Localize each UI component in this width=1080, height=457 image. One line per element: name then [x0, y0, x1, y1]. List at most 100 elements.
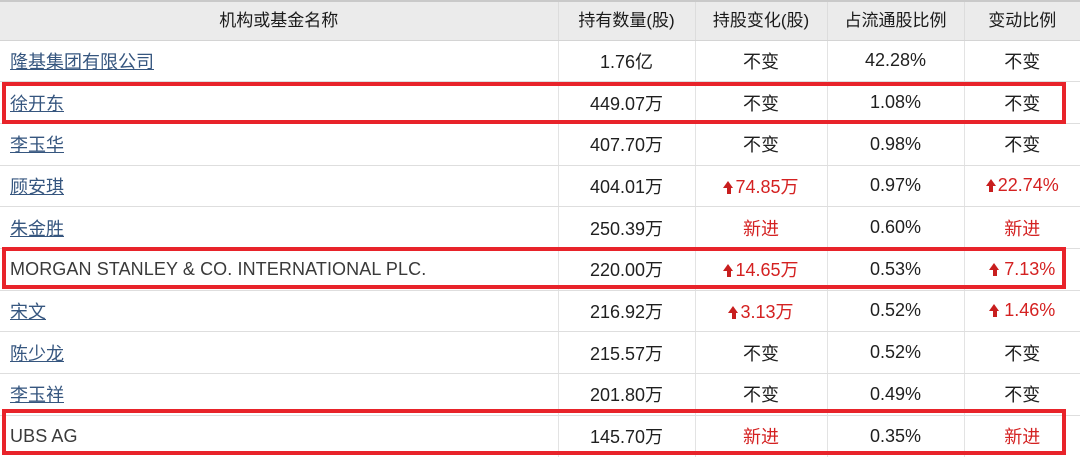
table-row: 陈少龙 215.57万 不变 0.52% 不变	[0, 331, 1080, 374]
holding-change-cell: 不变	[695, 81, 828, 124]
change-ratio-cell: 7.13%	[964, 248, 1080, 291]
holder-name-cell: 宋文	[0, 290, 559, 333]
holding-amount-cell: 404.01万	[558, 165, 696, 208]
holder-name-cell: 李玉华	[0, 123, 559, 166]
value-text: 新进	[1004, 427, 1041, 448]
value-text: 22.74%	[997, 175, 1059, 196]
change-ratio-cell: 不变	[964, 40, 1080, 83]
float-ratio-cell: 0.52%	[827, 290, 965, 333]
change-ratio-cell: 不变	[964, 373, 1080, 416]
arrow-up-icon	[989, 304, 1000, 318]
holding-amount-cell: 1.76亿	[558, 40, 696, 83]
value-text: 不变	[743, 385, 779, 406]
arrow-up-icon	[985, 179, 997, 193]
arrow-up-icon	[723, 264, 734, 278]
holding-amount-cell: 220.00万	[558, 248, 696, 291]
holding-change-cell: 14.65万	[695, 248, 828, 291]
holder-name-cell: MORGAN STANLEY & CO. INTERNATIONAL PLC.	[0, 248, 559, 291]
holding-change-cell: 不变	[695, 40, 828, 83]
holding-amount-cell: 250.39万	[558, 206, 696, 249]
holder-name-cell: 顾安琪	[0, 165, 559, 208]
float-ratio-cell: 0.60%	[827, 206, 965, 249]
change-ratio-cell: 22.74%	[964, 165, 1080, 208]
holder-name-link[interactable]: 李玉华	[10, 135, 64, 156]
change-ratio-cell: 不变	[964, 81, 1080, 124]
holder-name-text: UBS AG	[10, 425, 78, 446]
arrow-up-icon	[723, 180, 734, 195]
value-text: 不变	[743, 135, 779, 156]
float-ratio-cell: 1.08%	[827, 81, 965, 124]
holding-amount-cell: 201.80万	[558, 373, 696, 416]
holder-name-cell: 隆基集团有限公司	[0, 40, 559, 83]
holder-name-link[interactable]: 李玉祥	[10, 385, 64, 406]
table-row: 李玉华 407.70万 不变 0.98% 不变	[0, 123, 1080, 166]
holder-name-link[interactable]: 隆基集团有限公司	[10, 51, 154, 72]
value-text: 不变	[743, 343, 779, 364]
value-text: 新进	[743, 427, 779, 448]
holder-name-cell: 朱金胜	[0, 206, 559, 249]
holder-name-link[interactable]: 徐开东	[10, 93, 64, 114]
value-text: 不变	[1004, 93, 1041, 114]
value-text: 14.65万	[735, 260, 799, 281]
table-row: 朱金胜 250.39万 新进 0.60% 新进	[0, 206, 1080, 249]
float-ratio-cell: 0.49%	[827, 373, 965, 416]
value-text: 不变	[1004, 135, 1041, 156]
column-header-change-pct[interactable]: 变动比例	[964, 0, 1080, 41]
value-text: 3.13万	[740, 301, 794, 322]
holder-name-cell: 李玉祥	[0, 373, 559, 416]
value-text: 不变	[743, 51, 779, 72]
float-ratio-cell: 0.53%	[827, 248, 965, 291]
holder-name-link[interactable]: 宋文	[10, 301, 46, 322]
column-header-ratio[interactable]: 占流通股比例	[827, 0, 965, 41]
value-text: 不变	[1004, 343, 1041, 364]
table-row: 宋文 216.92万 3.13万 0.52% 1.46%	[0, 290, 1080, 333]
arrow-up-icon	[989, 262, 1000, 277]
change-ratio-cell: 不变	[964, 123, 1080, 166]
column-header-name[interactable]: 机构或基金名称	[0, 0, 559, 41]
value-text: 不变	[1004, 385, 1041, 406]
table-header: 机构或基金名称 持有数量(股) 持股变化(股) 占流通股比例 变动比例	[0, 0, 1080, 41]
holder-name-cell: 陈少龙	[0, 331, 559, 374]
holding-change-cell: 不变	[695, 331, 828, 374]
value-text: 新进	[743, 218, 779, 239]
table-row: 李玉祥 201.80万 不变 0.49% 不变	[0, 373, 1080, 416]
holder-name-link[interactable]: 朱金胜	[10, 218, 64, 239]
holding-amount-cell: 145.70万	[558, 415, 696, 457]
holding-amount-cell: 449.07万	[558, 81, 696, 124]
value-text: 7.13%	[1004, 258, 1056, 279]
holding-change-cell: 74.85万	[695, 165, 828, 208]
float-ratio-cell: 0.98%	[827, 123, 965, 166]
holding-change-cell: 不变	[695, 123, 828, 166]
change-ratio-cell: 1.46%	[964, 290, 1080, 333]
holder-name-text: MORGAN STANLEY & CO. INTERNATIONAL PLC.	[10, 258, 427, 279]
table-row: MORGAN STANLEY & CO. INTERNATIONAL PLC. 2…	[0, 248, 1080, 291]
value-text: 74.85万	[735, 176, 799, 197]
value-text: 1.46%	[1004, 300, 1056, 321]
float-ratio-cell: 42.28%	[827, 40, 965, 83]
table-row: 徐开东 449.07万 不变 1.08% 不变	[0, 81, 1080, 124]
table-body: 隆基集团有限公司 1.76亿 不变 42.28% 不变 徐开东 449.07万 不变 1.08%…	[0, 40, 1080, 457]
float-ratio-cell: 0.52%	[827, 331, 965, 374]
holding-amount-cell: 216.92万	[558, 290, 696, 333]
holding-amount-cell: 407.70万	[558, 123, 696, 166]
holder-name-link[interactable]: 顾安琪	[10, 176, 64, 197]
change-ratio-cell: 新进	[964, 415, 1080, 457]
holding-change-cell: 新进	[695, 206, 828, 249]
value-text: 不变	[743, 93, 779, 114]
holding-amount-cell: 215.57万	[558, 331, 696, 374]
table-row: 顾安琪 404.01万 74.85万 0.97% 22.74%	[0, 165, 1080, 208]
arrow-up-icon	[728, 305, 739, 320]
holder-name-cell: 徐开东	[0, 81, 559, 124]
float-ratio-cell: 0.97%	[827, 165, 965, 208]
column-header-change[interactable]: 持股变化(股)	[695, 0, 828, 41]
holder-name-link[interactable]: 陈少龙	[10, 343, 64, 364]
holder-name-cell: UBS AG	[0, 415, 559, 457]
table-row: 隆基集团有限公司 1.76亿 不变 42.28% 不变	[0, 40, 1080, 83]
table-header-row: 机构或基金名称 持有数量(股) 持股变化(股) 占流通股比例 变动比例	[0, 0, 1080, 41]
value-text: 不变	[1004, 51, 1041, 72]
change-ratio-cell: 不变	[964, 331, 1080, 374]
table-row: UBS AG 145.70万 新进 0.35% 新进	[0, 415, 1080, 457]
column-header-amount[interactable]: 持有数量(股)	[558, 0, 696, 41]
